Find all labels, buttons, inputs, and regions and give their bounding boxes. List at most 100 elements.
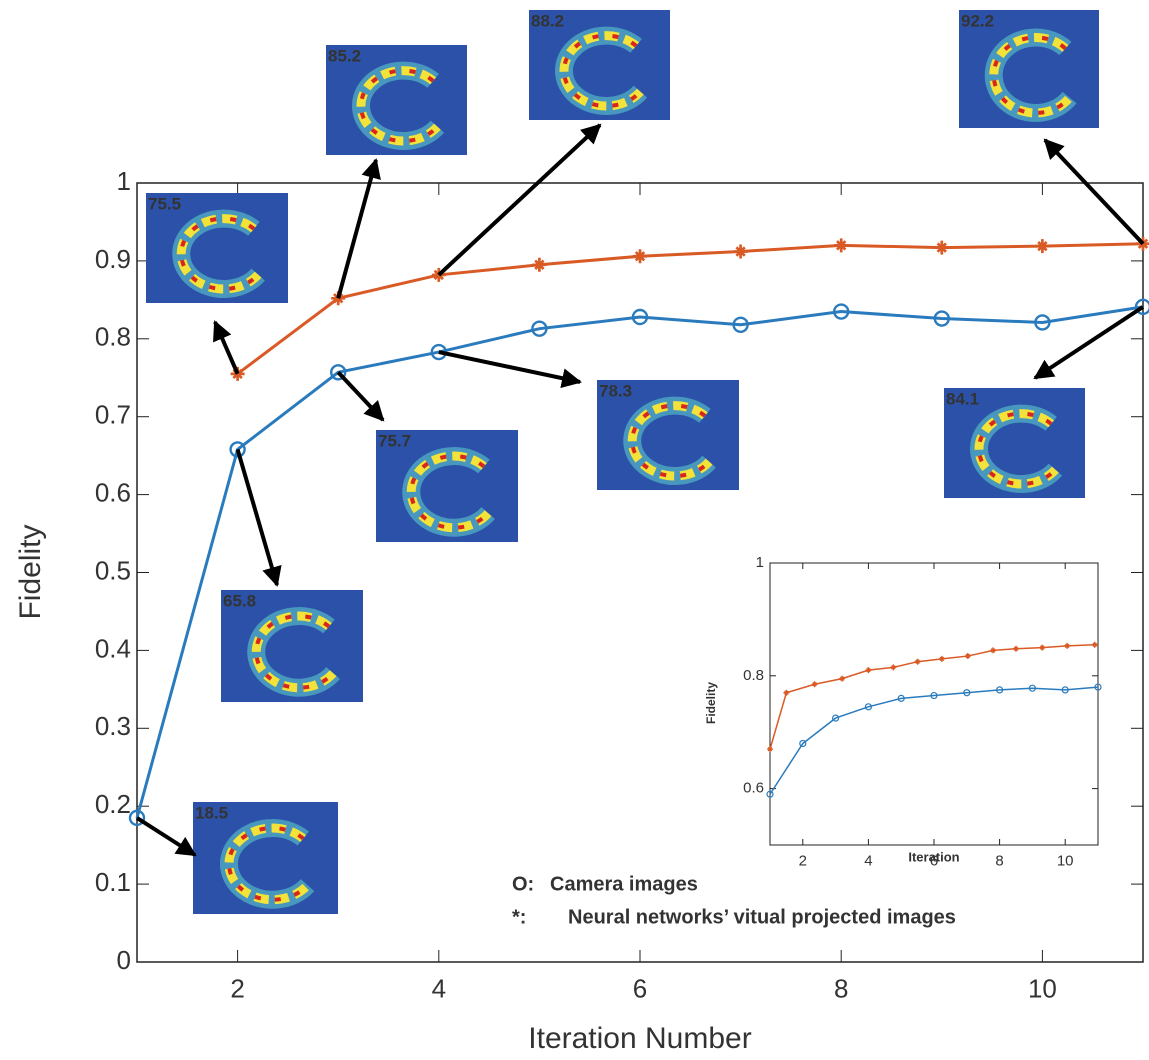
series-line: [236, 242, 1144, 376]
y-tick-label: 0.9: [95, 244, 131, 274]
y-tick-label: 0: [117, 945, 131, 975]
data-point: [1094, 683, 1102, 691]
data-point: [938, 655, 945, 662]
data-point: [1091, 641, 1098, 648]
data-point: [766, 790, 774, 798]
y-axis-label: Fidelity: [14, 524, 47, 619]
x-tick-label: 8: [834, 973, 848, 1003]
series-line: [769, 644, 1095, 750]
data-point: [128, 809, 146, 827]
y-axis-label: Fidelity: [704, 682, 718, 724]
data-point: [934, 240, 949, 255]
x-tick-label: 4: [864, 852, 872, 869]
data-point: [732, 316, 749, 333]
data-point: [1034, 314, 1051, 331]
y-tick-label: 0.2: [95, 789, 131, 819]
data-point: [933, 310, 950, 327]
data-point: [767, 746, 773, 753]
data-point: [799, 739, 807, 748]
heatmap-core: [254, 614, 335, 690]
data-point: [783, 689, 790, 696]
x-tick-label: 4: [432, 973, 446, 1003]
heatmap-core: [630, 403, 711, 478]
data-point: [831, 714, 840, 722]
data-point: [1028, 684, 1037, 692]
annotation-arrow: [213, 320, 240, 375]
data-point: [990, 647, 997, 654]
data-point: [833, 303, 850, 320]
thumbnail-label: 75.7: [378, 431, 411, 450]
legend-label: Camera images: [550, 873, 698, 895]
data-point: [1035, 239, 1050, 254]
heatmap-core: [409, 454, 490, 530]
thumbnail-label: 88.2: [531, 11, 564, 30]
legend-symbol: *:: [512, 906, 526, 928]
data-point: [865, 667, 872, 674]
plot-area: [769, 562, 1099, 846]
data-point: [897, 694, 905, 702]
data-point: [330, 364, 347, 381]
thumbnail-label: 75.5: [148, 194, 181, 213]
heatmap-ring: [224, 823, 311, 905]
x-tick-label: 10: [1057, 852, 1074, 869]
series-line: [135, 305, 1144, 819]
heatmap-core: [359, 68, 439, 143]
x-tick-label: 8: [995, 852, 1003, 869]
x-axis-label: Iteration: [908, 849, 959, 864]
y-tick-label: 0.1: [95, 867, 131, 897]
x-tick-label: 2: [230, 973, 244, 1003]
heatmap-core: [179, 216, 260, 291]
thumbnail-label: 84.1: [946, 389, 979, 408]
y-tick-label: 0.4: [95, 633, 131, 663]
y-tick-label: 1: [756, 554, 764, 571]
thumbnail-label: 92.2: [961, 11, 994, 30]
data-point: [914, 658, 921, 665]
y-tick-label: 0.8: [743, 667, 764, 684]
annotation-arrow: [336, 370, 385, 422]
data-point: [811, 681, 818, 688]
data-point: [532, 257, 547, 272]
x-tick-label: 2: [799, 852, 807, 869]
y-tick-label: 0.6: [95, 477, 131, 507]
thumbnail-label: 78.3: [599, 381, 632, 400]
y-tick-label: 0.8: [95, 322, 131, 352]
annotation-arrow: [1043, 138, 1145, 246]
data-point: [839, 675, 846, 682]
series-line: [769, 686, 1099, 795]
thumbnail-label: 85.2: [328, 46, 361, 65]
legend-label: Neural networks’ vitual projected images: [568, 906, 956, 928]
legend-symbol: O:: [512, 873, 534, 895]
thumbnail-label: 65.8: [223, 591, 256, 610]
heatmap-ring: [989, 32, 1074, 118]
data-point: [1013, 645, 1019, 652]
data-point: [733, 244, 748, 259]
y-tick-label: 0.6: [743, 780, 764, 797]
data-point: [964, 653, 971, 660]
annotation-arrow: [437, 123, 602, 277]
data-point: [890, 664, 897, 671]
data-point: [633, 249, 647, 264]
annotation-arrow: [336, 158, 381, 299]
annotation-arrow: [235, 448, 282, 587]
x-tick-label: 6: [930, 852, 938, 869]
y-tick-label: 0.5: [95, 555, 131, 585]
annotation-arrow: [438, 350, 582, 389]
heatmap-core: [562, 33, 642, 108]
annotation-arrow: [1033, 305, 1145, 380]
data-point: [963, 689, 971, 697]
data-point: [1061, 686, 1069, 694]
data-point: [631, 308, 649, 326]
y-tick-label: 0.7: [95, 400, 131, 430]
heatmap-core: [977, 411, 1057, 486]
data-point: [864, 703, 873, 711]
thumbnail-label: 18.5: [195, 803, 228, 822]
annotation-arrow: [135, 816, 197, 857]
y-tick-label: 0.3: [95, 711, 131, 741]
data-point: [995, 686, 1004, 694]
data-point: [1134, 298, 1149, 316]
data-point: [1064, 642, 1071, 649]
data-point: [834, 238, 849, 253]
x-axis-label: Iteration Number: [528, 1022, 751, 1055]
x-tick-label: 6: [633, 973, 647, 1003]
